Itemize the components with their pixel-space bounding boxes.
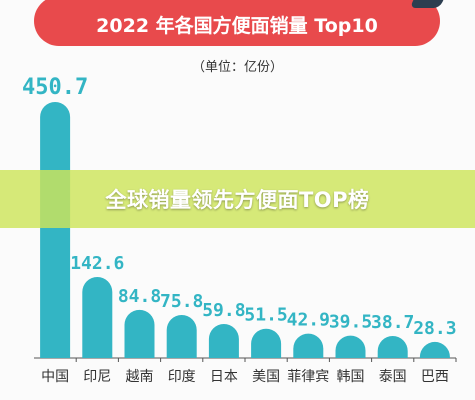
value-label-7: 42.9 [287, 310, 330, 331]
value-label-8: 39.5 [329, 312, 372, 333]
value-label-1: 450.7 [22, 75, 88, 100]
bar-6 [251, 328, 282, 358]
overlay-banner-text: 全球销量领先方便面TOP榜 [105, 188, 370, 212]
chart-title: 2022 年各国方便面销量 Top10 [96, 14, 378, 37]
category-label-4: 印度 [168, 369, 196, 385]
value-label-9: 38.7 [371, 312, 414, 333]
category-label-1: 中国 [41, 369, 69, 385]
category-label-5: 日本 [210, 369, 238, 385]
category-label-3: 越南 [126, 369, 154, 385]
bar-3 [124, 309, 155, 358]
overlay-banner: 全球销量领先方便面TOP榜 [0, 170, 475, 228]
bar-7 [293, 333, 324, 358]
category-label-8: 韩国 [337, 369, 365, 385]
category-label-2: 印尼 [83, 369, 111, 385]
chart-title-banner: 2022 年各国方便面销量 Top10 [34, 0, 440, 46]
value-label-4: 75.8 [160, 291, 203, 312]
bar-1 [40, 102, 71, 358]
bar-8 [335, 335, 366, 358]
category-label-6: 美国 [252, 369, 280, 385]
category-label-9: 泰国 [379, 369, 407, 385]
category-label-10: 巴西 [421, 369, 449, 385]
value-label-5: 59.8 [202, 300, 245, 321]
bar-5 [208, 324, 239, 358]
bar-2 [82, 277, 113, 358]
chart-unit-label: （单位：亿份） [191, 60, 283, 75]
value-label-10: 28.3 [413, 318, 456, 339]
value-label-6: 51.5 [244, 305, 287, 326]
value-label-3: 84.8 [118, 286, 161, 307]
bar-9 [377, 336, 408, 358]
value-label-2: 142.6 [70, 253, 124, 274]
category-label-7: 菲律宾 [287, 369, 329, 385]
bar-10 [419, 341, 450, 358]
bar-4 [166, 314, 197, 358]
